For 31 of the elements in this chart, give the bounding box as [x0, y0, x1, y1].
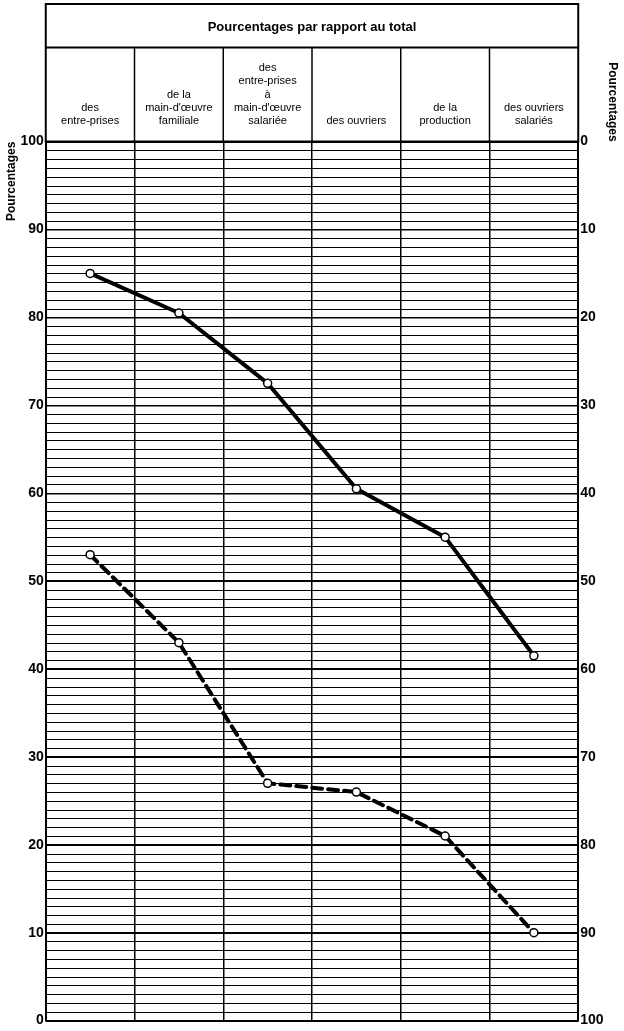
y-tick-label: 10: [28, 923, 44, 940]
y-tick-label: 30: [28, 747, 44, 764]
x-tick-label: de la main-d'œuvre familiale: [145, 87, 213, 127]
x-tick-label: des ouvriers salariés: [503, 100, 565, 127]
x-tick-label: des ouvriers: [326, 114, 387, 127]
y-tick-label: 40: [28, 659, 44, 676]
y-tick-label: 70: [28, 396, 44, 413]
y2-tick-label: 50: [580, 571, 597, 588]
y-tick-label: 100: [20, 132, 44, 149]
y2-axis-title: Pourcentages: [606, 62, 621, 142]
x-tick-label: de la production: [419, 100, 471, 127]
y-axis-title: Pourcentages: [3, 141, 18, 221]
y2-tick-label: 20: [580, 308, 597, 325]
y-tick-label: 20: [28, 835, 44, 852]
y-tick-label: 50: [28, 571, 44, 588]
y-tick-label: 80: [28, 308, 44, 325]
y2-tick-label: 90: [580, 923, 597, 940]
y2-tick-label: 30: [580, 396, 597, 413]
y-tick-label: 0: [35, 1011, 44, 1028]
y2-tick-label: 70: [580, 747, 597, 764]
y-tick-label: 90: [28, 220, 44, 237]
y2-tick-label: 60: [580, 659, 597, 676]
y2-tick-label: 100: [580, 1011, 604, 1028]
y2-tick-label: 80: [580, 835, 597, 852]
y2-tick-label: 10: [580, 220, 597, 237]
y2-tick-label: 0: [580, 132, 589, 149]
chart-title: Pourcentages par rapport au total: [207, 19, 417, 35]
y2-tick-label: 40: [580, 484, 597, 501]
x-tick-label: des entre-prises à main-d'œuvre salariée: [233, 61, 302, 127]
y-tick-label: 60: [28, 484, 44, 501]
x-tick-label: des entre-prises: [61, 100, 120, 127]
